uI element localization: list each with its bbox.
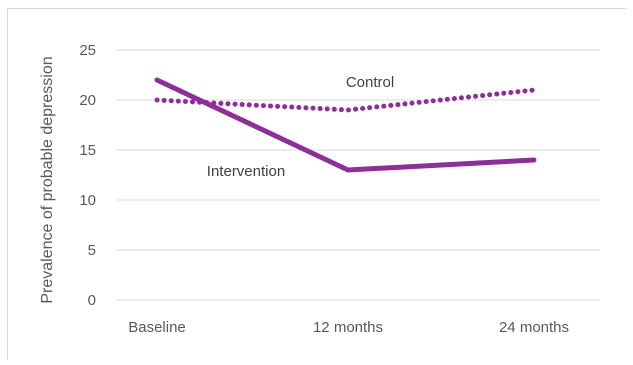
- x-axis-ticks: Baseline 12 months 24 months: [128, 319, 569, 336]
- series-label-intervention: Intervention: [207, 163, 285, 180]
- series-lines: [154, 77, 537, 173]
- x-tick-label: 24 months: [499, 319, 569, 336]
- x-tick-label: Baseline: [128, 319, 186, 336]
- y-tick-label: 5: [88, 242, 96, 259]
- y-tick-label: 25: [79, 42, 96, 59]
- chart-frame: [7, 8, 627, 360]
- series-line-control: [154, 87, 537, 113]
- y-tick-label: 20: [79, 92, 96, 109]
- series-line-intervention: [154, 77, 537, 173]
- gridlines: [116, 49, 600, 301]
- y-axis-title: Prevalence of probable depression: [39, 56, 56, 303]
- y-axis-ticks: 0 5 10 15 20 25: [79, 42, 96, 309]
- x-tick-label: 12 months: [313, 319, 383, 336]
- series-label-control: Control: [346, 74, 394, 91]
- series-labels: Control Intervention: [207, 74, 394, 180]
- y-tick-label: 10: [79, 192, 96, 209]
- y-tick-label: 0: [88, 292, 96, 309]
- y-tick-label: 15: [79, 142, 96, 159]
